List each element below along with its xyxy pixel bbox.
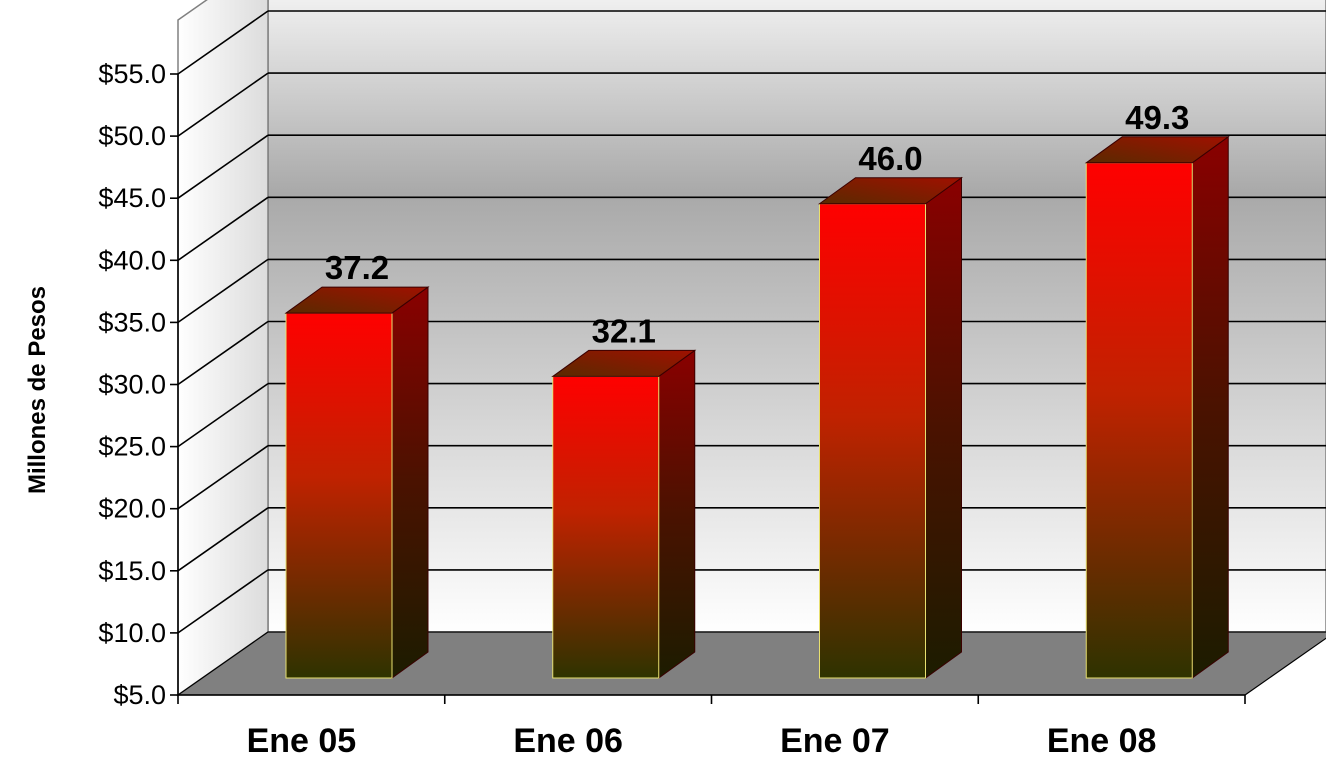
bar-front-face	[1085, 162, 1193, 679]
bar	[284, 286, 430, 679]
y-tick-label: $10.0	[98, 618, 166, 648]
data-label: 49.3	[1125, 99, 1189, 136]
data-label: 32.1	[592, 312, 656, 349]
bar-top-face	[817, 177, 964, 205]
y-tick-label: $20.0	[98, 494, 166, 524]
gridline-diagonal	[177, 445, 269, 510]
gridline-diagonal	[177, 320, 269, 386]
data-label: 37.2	[325, 249, 389, 286]
bar	[817, 176, 964, 679]
bar-front-face	[285, 312, 393, 679]
data-label: 46.0	[858, 140, 922, 177]
gridline-diagonal	[177, 382, 269, 448]
x-axis-category-labels: Ene 05 Ene 06 Ene 07 Ene 08	[247, 722, 1157, 760]
bars	[284, 135, 1230, 679]
y-tick-label: $30.0	[98, 370, 166, 400]
y-tick-label: $25.0	[98, 432, 166, 462]
gridline-diagonal	[177, 134, 269, 199]
y-axis-title: Millones de Pesos	[24, 286, 51, 494]
y-tick-label: $40.0	[98, 245, 166, 275]
bar	[551, 349, 697, 679]
bar-side-face	[1191, 135, 1229, 679]
data-labels: 37.2 32.1 46.0 49.3	[325, 99, 1189, 350]
bar-side-face	[391, 286, 429, 679]
y-tick-label: $15.0	[98, 556, 166, 586]
bar-top-face	[284, 286, 430, 314]
category-label: Ene 08	[1047, 722, 1157, 760]
y-tick-label: $50.0	[98, 121, 166, 151]
gridline-diagonal	[177, 196, 269, 261]
bar-side-face	[658, 349, 696, 679]
gridline-diagonal	[177, 258, 269, 324]
y-tick-label: $45.0	[98, 183, 166, 213]
bar-top-face	[551, 349, 697, 377]
bar-front-face	[552, 375, 660, 679]
bar	[1084, 135, 1230, 679]
y-tick-label: $55.0	[98, 59, 166, 89]
y-tick-label: $5.0	[113, 680, 166, 710]
chart-walls	[177, 0, 1326, 697]
category-label: Ene 05	[247, 722, 357, 760]
category-label: Ene 07	[780, 722, 890, 760]
y-tick-label: $35.0	[98, 307, 166, 337]
category-label: Ene 06	[513, 722, 623, 760]
bar-side-face	[925, 176, 962, 679]
bar-front-face	[819, 203, 926, 679]
axes	[170, 73, 1246, 704]
bar-top-face	[1084, 136, 1230, 164]
gridline-diagonal	[177, 10, 269, 75]
y-axis-tick-labels: $5.0 $10.0 $15.0 $20.0 $25.0 $30.0 $35.0 $40.0 $…	[98, 59, 166, 710]
gridline-diagonal	[177, 507, 269, 572]
gridline-diagonal	[177, 72, 269, 137]
gridline-diagonal	[177, 569, 269, 634]
